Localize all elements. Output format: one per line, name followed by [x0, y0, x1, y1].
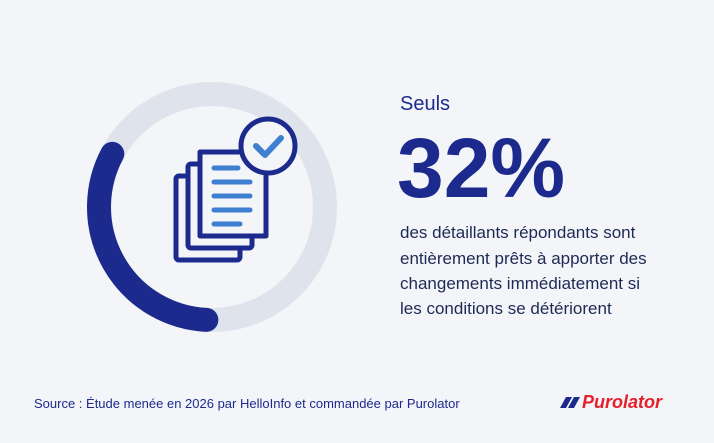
brand: Purolator	[582, 392, 663, 412]
description: entièrement prêts à apporter des	[400, 249, 647, 268]
description: changements immédiatement si	[400, 274, 640, 293]
brand-logo: Purolator	[560, 392, 663, 412]
description: les conditions se détériorent	[400, 299, 612, 318]
intro: Seuls	[400, 93, 450, 115]
description: des détaillants répondants sont	[400, 223, 636, 242]
documents-icon	[173, 116, 298, 263]
source: Source : Étude menée en 2026 par HelloIn…	[34, 396, 460, 411]
value-label: 32%	[397, 121, 565, 215]
gauge-arc	[87, 141, 219, 332]
